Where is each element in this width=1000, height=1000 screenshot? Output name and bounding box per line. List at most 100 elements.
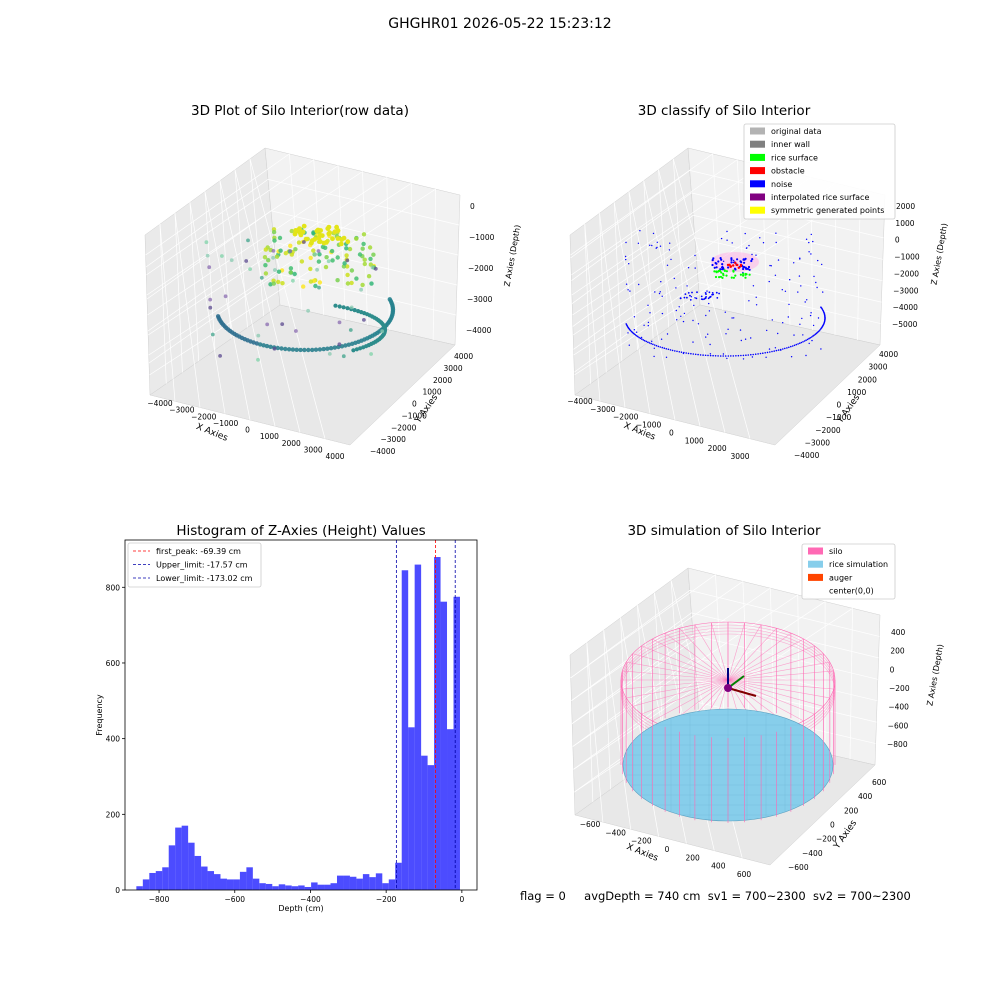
grid-line [219,180,232,339]
noise-point [752,285,755,287]
noise-point [747,354,750,356]
histogram-y-axis-label: Frequency [95,694,104,736]
noise-point [815,281,817,284]
noise-point [777,332,779,335]
data-point [263,271,269,276]
data-point [361,241,366,247]
noise-point [705,336,707,338]
grid-line [570,590,880,679]
tick-label: 1000 [260,432,279,441]
tick-label: −2000 [468,264,494,273]
simulation-z-axis-label: Z Axies (Depth) [925,643,945,706]
raw-plot-title: 3D Plot of Silo Interior(row data) [191,103,409,119]
noise-point [687,292,690,294]
noise-point [660,281,662,283]
noise-point [652,232,655,235]
tick-label: 1000 [423,388,442,397]
data-point [271,249,276,253]
noise-point [751,356,754,358]
tick-label: −4000 [370,447,396,456]
status-flag: flag = 0 [520,889,566,903]
grid-line [628,191,638,351]
legend-label: interpolated rice surface [771,193,869,202]
noise-point [673,277,675,280]
silo-roof-wire [727,628,777,681]
tick-label: −4000 [466,326,492,335]
classify-legend-entries: original data inner wall rice surface obsta… [750,127,884,215]
data-point [277,235,283,241]
noise-point [633,333,636,335]
noise-point [718,292,720,295]
noise-point [647,304,649,306]
data-point [354,236,359,241]
grid-line [234,169,248,328]
noise-point [784,290,787,292]
data-point [276,269,282,274]
noise-point [742,358,745,360]
noise-point [711,263,714,267]
data-point [326,231,332,237]
noise-point [690,296,692,298]
grid-line [603,630,612,790]
data-point [313,347,319,352]
data-point [345,239,351,245]
data-point [387,297,392,302]
noise-point [810,233,812,236]
grid-line [571,581,744,702]
data-point [298,231,304,237]
rice-surface-point [730,276,733,279]
noise-point [726,239,728,241]
grid-line [571,159,738,276]
noise-point [722,260,725,262]
tick-label: 0 [665,845,670,854]
legend-swatch [750,140,765,148]
legend-label: symmetric generated points [771,206,884,215]
tick-label: 4000 [879,350,898,359]
data-point [314,228,320,234]
tick-label: 0 [669,428,674,437]
legend-label: rice simulation [829,560,888,569]
tick-label: −600 [580,820,601,829]
tick-label: −4000 [893,303,919,312]
tick-label: 2000 [858,375,877,384]
histogram-legend-entries: first_peak: -69.39 cm Upper_limit: -17.57… [133,547,253,583]
grid-line [571,214,883,304]
data-point [256,333,261,338]
noise-point [647,341,649,344]
noise-point [784,347,786,350]
rice-surface-point [742,272,745,275]
data-point [208,305,213,310]
data-point [210,332,215,337]
histogram-bar [259,883,266,890]
rice-surface-point [715,270,718,273]
noise-point [692,319,694,322]
data-point [280,281,285,286]
grid-line [147,177,388,336]
noise-point [745,247,748,249]
data-point [315,267,319,272]
noise-point [675,287,677,289]
data-point [343,343,348,348]
noise-point [640,336,643,339]
tick-label: 0 [837,401,842,410]
noise-point [675,309,677,312]
noise-point [667,348,670,351]
tick-label: 400 [711,862,726,871]
grid-line [574,282,881,373]
noise-point [793,262,795,264]
classify-z-axis-label: Z Axies (Depth) [930,222,950,285]
grid-line [574,702,876,793]
rice-surface-point [732,269,735,272]
noise-point [773,350,775,352]
data-point [349,280,354,286]
data-point [321,240,327,246]
noise-point [798,275,801,277]
noise-point [754,353,757,356]
silo-roof-wire [727,679,824,707]
rice-surface-point [713,270,716,273]
noise-point [719,257,722,260]
data-point [316,249,321,253]
noise-point [633,329,635,331]
data-point [294,347,299,352]
